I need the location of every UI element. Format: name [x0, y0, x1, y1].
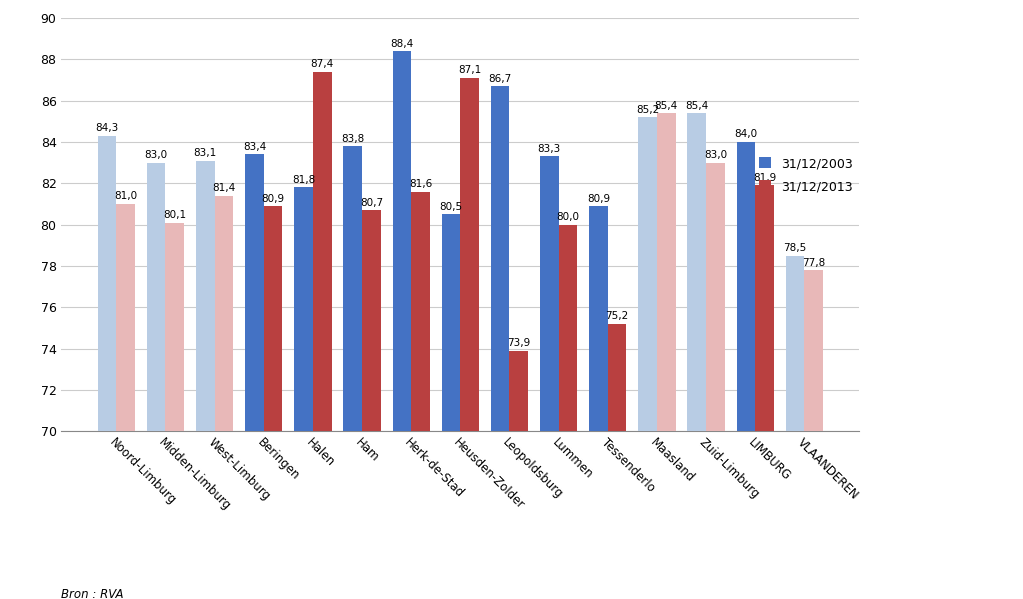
Text: 81,8: 81,8: [292, 175, 315, 185]
Text: 83,3: 83,3: [538, 144, 561, 154]
Text: 77,8: 77,8: [802, 258, 826, 268]
Bar: [97, 136, 117, 599]
Bar: [638, 117, 657, 599]
Bar: [509, 350, 528, 599]
Text: 83,0: 83,0: [144, 150, 168, 160]
Bar: [657, 113, 675, 599]
Text: 81,0: 81,0: [115, 192, 137, 201]
Bar: [559, 225, 577, 599]
Bar: [344, 146, 362, 599]
Bar: [460, 78, 479, 599]
Bar: [540, 156, 559, 599]
Text: 81,9: 81,9: [753, 173, 776, 183]
Text: 87,4: 87,4: [311, 59, 333, 69]
Text: 85,4: 85,4: [685, 101, 708, 111]
Bar: [117, 204, 135, 599]
Bar: [295, 187, 313, 599]
Text: 78,5: 78,5: [784, 243, 807, 253]
Text: 84,3: 84,3: [95, 123, 119, 134]
Bar: [362, 210, 381, 599]
Bar: [442, 214, 460, 599]
Text: 80,7: 80,7: [360, 198, 383, 208]
Text: 80,9: 80,9: [262, 193, 284, 204]
Text: 80,0: 80,0: [557, 212, 579, 222]
Text: 81,4: 81,4: [213, 183, 235, 193]
Text: 84,0: 84,0: [735, 129, 757, 140]
Text: 85,2: 85,2: [636, 105, 659, 114]
Text: 80,9: 80,9: [587, 193, 610, 204]
Text: 80,5: 80,5: [440, 202, 462, 212]
Bar: [393, 51, 411, 599]
Bar: [313, 72, 331, 599]
Bar: [608, 324, 626, 599]
Text: 75,2: 75,2: [606, 311, 629, 321]
Text: 83,8: 83,8: [341, 134, 364, 144]
Bar: [737, 142, 755, 599]
Bar: [264, 206, 282, 599]
Bar: [411, 192, 430, 599]
Text: Bron : RVA
Verwerking : ERSV-Limburg: Bron : RVA Verwerking : ERSV-Limburg: [61, 588, 222, 599]
Legend: 31/12/2003, 31/12/2013: 31/12/2003, 31/12/2013: [759, 157, 853, 193]
Text: 73,9: 73,9: [507, 338, 531, 348]
Text: 83,4: 83,4: [242, 142, 266, 152]
Bar: [146, 163, 166, 599]
Bar: [196, 161, 215, 599]
Text: 81,6: 81,6: [409, 179, 432, 189]
Text: 87,1: 87,1: [458, 65, 481, 75]
Bar: [687, 113, 706, 599]
Text: 83,0: 83,0: [704, 150, 727, 160]
Bar: [706, 163, 724, 599]
Text: 88,4: 88,4: [390, 38, 413, 49]
Bar: [166, 223, 184, 599]
Bar: [589, 206, 608, 599]
Bar: [491, 86, 509, 599]
Bar: [786, 256, 804, 599]
Text: 83,1: 83,1: [193, 148, 217, 158]
Text: 80,1: 80,1: [164, 210, 186, 220]
Bar: [215, 196, 233, 599]
Bar: [755, 185, 774, 599]
Text: 86,7: 86,7: [489, 74, 512, 84]
Bar: [246, 155, 264, 599]
Text: 85,4: 85,4: [655, 101, 678, 111]
Bar: [804, 270, 824, 599]
